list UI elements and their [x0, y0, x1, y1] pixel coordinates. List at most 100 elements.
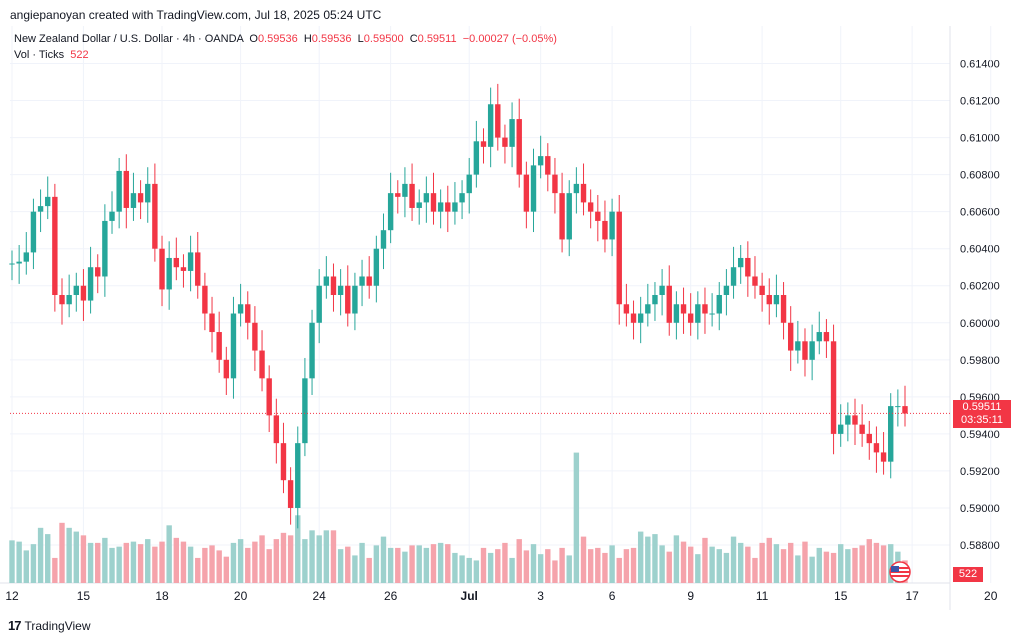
volume-tag: 522: [953, 567, 983, 582]
candle-body: [652, 295, 658, 305]
y-tick-label: 0.59400: [960, 429, 1000, 441]
volume-bar: [166, 525, 172, 583]
candle-body: [659, 285, 665, 295]
candle-body: [630, 313, 637, 323]
volume-bar: [66, 527, 72, 583]
candle-body: [116, 170, 122, 212]
candle-body: [466, 174, 472, 194]
candle-body: [623, 304, 630, 314]
volume-bar: [230, 542, 237, 583]
last-price-value: 0.59511: [962, 401, 1002, 413]
volume-bar: [595, 547, 601, 583]
volume-bar: [159, 541, 165, 583]
candle-body: [259, 350, 265, 379]
candle-body: [509, 119, 515, 147]
candle-body: [159, 248, 165, 290]
candle-body: [345, 285, 351, 314]
symbol-name[interactable]: New Zealand Dollar / U.S. Dollar · 4h · …: [14, 33, 244, 45]
x-tick-label: 15: [834, 589, 848, 603]
y-tick-label: 0.60000: [960, 318, 1000, 330]
volume-bar: [116, 546, 122, 583]
volume-bar: [359, 542, 365, 583]
volume-bar: [366, 557, 372, 583]
candle-body: [866, 433, 872, 444]
low-label: L: [357, 33, 364, 45]
y-tick-label: 0.61200: [960, 96, 1000, 108]
candle-body: [787, 322, 794, 351]
candle-body: [152, 183, 158, 249]
candle-body: [166, 257, 172, 290]
candle-body: [66, 295, 72, 305]
candle-body: [352, 285, 358, 314]
candle-body: [602, 220, 608, 240]
volume-bar: [566, 555, 572, 583]
candle-body: [845, 415, 851, 425]
candle-body: [766, 295, 772, 305]
candle-body: [309, 322, 315, 379]
volume-bar: [723, 552, 730, 583]
volume-bar: [216, 550, 222, 583]
candle-body: [852, 415, 858, 425]
volume-bar: [337, 549, 344, 583]
high-label: H: [303, 33, 312, 45]
y-tick-label: 0.61000: [960, 133, 1000, 145]
candle-body: [73, 285, 79, 295]
candle-body: [395, 193, 401, 197]
candle-body: [45, 196, 51, 207]
volume-bar: [702, 537, 708, 583]
candle-body: [502, 137, 508, 147]
candle-body: [59, 295, 65, 305]
y-tick-label: 0.60200: [960, 281, 1000, 293]
volume-bar: [37, 527, 44, 583]
us-flag-icon[interactable]: [885, 561, 915, 583]
y-tick-label: 0.61400: [960, 59, 1000, 71]
volume-bar: [459, 555, 465, 583]
x-tick-label: 6: [609, 589, 616, 603]
credit-line: angiepanoyan created with TradingView.co…: [10, 8, 382, 22]
volume-bar: [316, 535, 322, 583]
candle-body: [816, 332, 822, 342]
volume-bar: [616, 557, 622, 583]
volume-bar: [466, 557, 472, 583]
close-label: C: [409, 33, 418, 45]
volume-bar: [323, 530, 330, 583]
volume-bar: [309, 530, 315, 583]
volume-bar: [402, 551, 408, 583]
candle-body: [723, 285, 730, 295]
x-tick-label: 20: [984, 589, 998, 603]
volume-label[interactable]: Vol · Ticks: [14, 49, 65, 61]
volume-bar: [280, 532, 287, 583]
candle-body: [402, 183, 408, 197]
volume-bar: [516, 539, 522, 583]
candle-body: [480, 141, 487, 147]
volume-bar: [80, 535, 87, 583]
volume-bar: [659, 545, 665, 583]
volume-bar: [745, 546, 751, 583]
volume-bar: [23, 550, 29, 583]
candle-body: [187, 252, 194, 271]
volume-bar: [330, 530, 337, 583]
x-tick-label: 17: [905, 589, 919, 603]
volume-bar: [680, 541, 687, 583]
candle-body: [359, 276, 365, 286]
candle-body: [202, 285, 208, 314]
candle-body: [266, 378, 272, 416]
volume-bar: [180, 541, 187, 583]
volume-bar: [623, 549, 630, 583]
volume-bar: [423, 547, 430, 583]
candle-body: [745, 257, 751, 277]
candle-body: [587, 202, 594, 212]
volume-bar: [430, 544, 437, 583]
volume-bar: [716, 549, 722, 583]
volume-bar: [573, 452, 580, 583]
candle-body: [830, 341, 837, 434]
volume-bar: [45, 534, 51, 583]
candle-body: [573, 183, 580, 194]
candle-body: [30, 211, 37, 253]
candle-body: [102, 220, 108, 277]
x-tick-label: 20: [234, 589, 248, 603]
footer-brand[interactable]: 17 TradingView: [8, 618, 91, 633]
brand-name: TradingView: [24, 618, 91, 633]
volume-bar: [387, 547, 394, 583]
